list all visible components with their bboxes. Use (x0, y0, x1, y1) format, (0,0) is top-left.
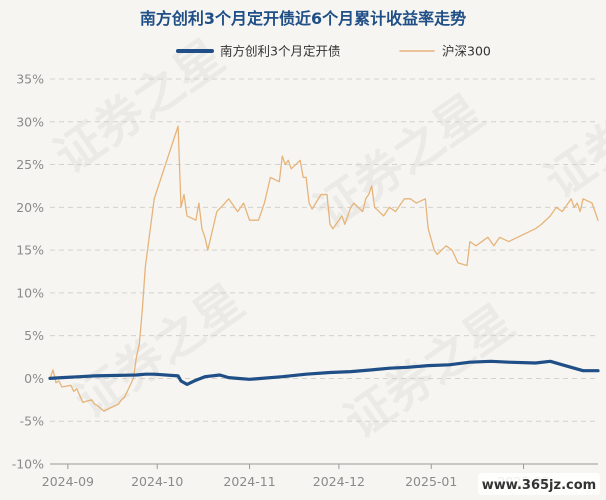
x-tick-label-0: 2024-09 (42, 474, 94, 489)
watermark-text-4: 证券之星 (535, 54, 606, 210)
legend-label-0: 南方创利3个月定开债 (220, 44, 340, 59)
y-tick-label-9: -10% (12, 457, 44, 472)
y-tick-label-8: -5% (20, 414, 44, 429)
y-tick-label-3: 20% (16, 200, 44, 215)
chart-title: 南方创利3个月定开债近6个月累计收益率走势 (140, 9, 466, 28)
y-tick-label-0: 35% (16, 72, 44, 87)
series-layer (48, 125, 600, 412)
y-axis: 35% 30% 25% 20% 15% 10% 5% 0% -5% -10% (12, 72, 44, 472)
y-tick-label-2: 25% (16, 157, 44, 172)
y-tick-label-4: 15% (16, 243, 44, 258)
series-line-0 (48, 359, 600, 386)
chart-legend: 南方创利3个月定开债 沪深300 (176, 44, 491, 59)
series-line-1 (49, 125, 599, 412)
x-tick-label-2: 2024-11 (223, 474, 275, 489)
y-tick-label-7: 0% (24, 371, 44, 386)
y-tick-label-6: 5% (24, 328, 44, 343)
x-tick-label-4: 2025-01 (405, 474, 457, 489)
legend-label-1: 沪深300 (442, 44, 491, 59)
watermark-text-2: 证券之星 (65, 274, 254, 430)
x-tick-label-1: 2024-10 (131, 474, 183, 489)
watermark-text-1: 证券之星 (305, 84, 494, 240)
x-tick-label-3: 2024-12 (313, 474, 365, 489)
y-tick-label-1: 30% (16, 114, 44, 129)
y-tick-label-5: 10% (16, 285, 44, 300)
site-badge: www.365jz.com (478, 473, 600, 495)
site-badge-text: www.365jz.com (482, 478, 596, 493)
